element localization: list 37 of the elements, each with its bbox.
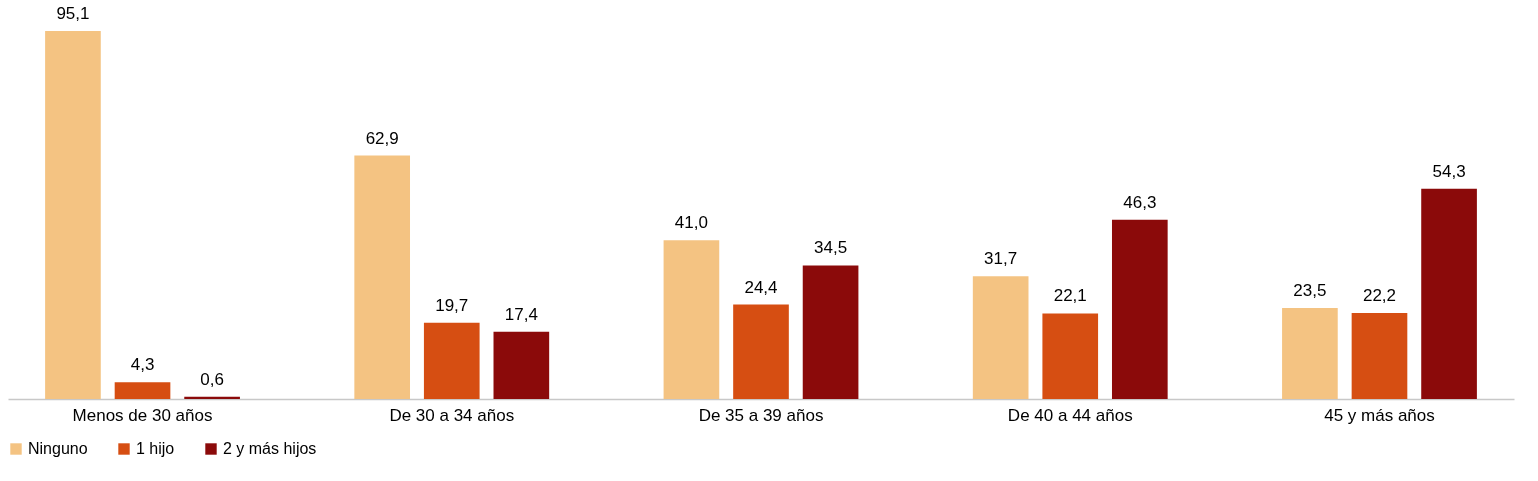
bar	[733, 304, 789, 399]
data-label: 23,5	[1293, 281, 1327, 301]
bar	[1351, 313, 1408, 399]
x-tick-label: 45 y más años	[1324, 405, 1435, 425]
data-label: 46,3	[1123, 192, 1157, 212]
data-label: 31,7	[984, 249, 1018, 269]
data-label: 22,2	[1362, 286, 1397, 306]
x-tick-label: De 35 a 39 años	[698, 405, 824, 425]
x-tick-label: Menos de 30 años	[72, 405, 213, 425]
data-label: 34,5	[814, 238, 848, 258]
bar	[423, 322, 480, 399]
data-label: 0,6	[200, 369, 224, 389]
bar	[114, 382, 171, 399]
data-label: 41,0	[674, 213, 708, 233]
bar	[45, 30, 101, 399]
bar	[354, 155, 411, 399]
bar	[1282, 308, 1338, 399]
bar	[972, 276, 1029, 399]
x-tick-label: De 40 a 44 años	[1007, 405, 1133, 425]
bar	[1111, 219, 1168, 399]
x-tick-label: De 30 a 34 años	[389, 405, 515, 425]
bar	[493, 331, 550, 399]
data-label: 4,3	[130, 355, 155, 375]
bar	[802, 265, 859, 399]
bar	[1421, 188, 1477, 399]
data-label: 17,4	[504, 304, 538, 324]
data-label: 95,1	[56, 3, 90, 23]
data-label: 54,3	[1432, 161, 1466, 181]
bar	[663, 240, 720, 399]
data-label: 24,4	[744, 277, 778, 297]
legend-label: 1 hijo	[136, 440, 175, 457]
legend-label: 2 y más hijos	[223, 440, 317, 457]
data-label: 19,7	[435, 295, 469, 315]
data-label: 62,9	[365, 128, 399, 148]
bar	[1042, 313, 1099, 399]
legend-label: Ninguno	[28, 440, 88, 457]
data-label: 22,1	[1053, 286, 1087, 306]
